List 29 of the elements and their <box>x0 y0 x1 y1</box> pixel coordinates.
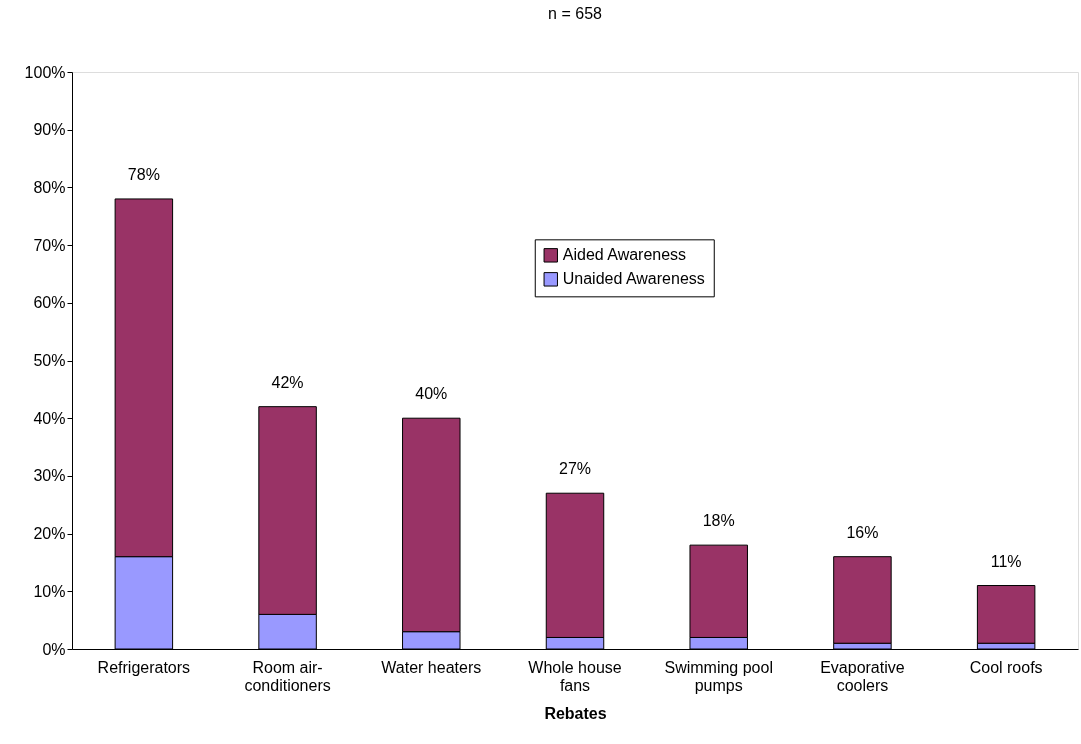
x-tick-label: Refrigerators <box>97 658 191 676</box>
y-tick-label: 90% <box>33 121 66 139</box>
x-tick-label: Whole house fans <box>528 658 622 694</box>
total-label: 18% <box>702 512 735 530</box>
y-tick-label: 40% <box>33 409 66 427</box>
y-tick-label: 10% <box>33 582 66 600</box>
x-axis-title: Rebates <box>544 704 607 722</box>
y-tick-label: 50% <box>33 352 66 369</box>
total-label: 78% <box>127 165 160 183</box>
chart-title: n = 658 <box>548 5 603 22</box>
y-tick-label: 100% <box>24 63 66 81</box>
y-tick-label: 30% <box>33 467 66 485</box>
x-tick-label: Swimming pool pumps <box>664 658 773 694</box>
legend-label: Aided Awareness <box>562 246 687 264</box>
y-tick-label: 60% <box>33 294 66 312</box>
x-tick-label: Cool roofs <box>969 658 1043 676</box>
y-tick-label: 80% <box>33 178 66 196</box>
x-tick-label: Water heaters <box>381 658 482 676</box>
y-tick-label: 20% <box>33 525 66 543</box>
total-label: 16% <box>846 523 879 541</box>
total-label: 42% <box>271 373 304 391</box>
legend-label: Unaided Awareness <box>562 270 705 288</box>
y-tick-label: 0% <box>42 640 66 658</box>
x-tick-label: Evaporative coolers <box>820 658 905 694</box>
y-tick-label: 70% <box>33 236 66 254</box>
total-label: 40% <box>415 385 448 403</box>
total-label: 11% <box>990 552 1022 570</box>
total-label: 27% <box>558 460 592 478</box>
x-tick-label: Room air-conditioners <box>244 658 331 694</box>
